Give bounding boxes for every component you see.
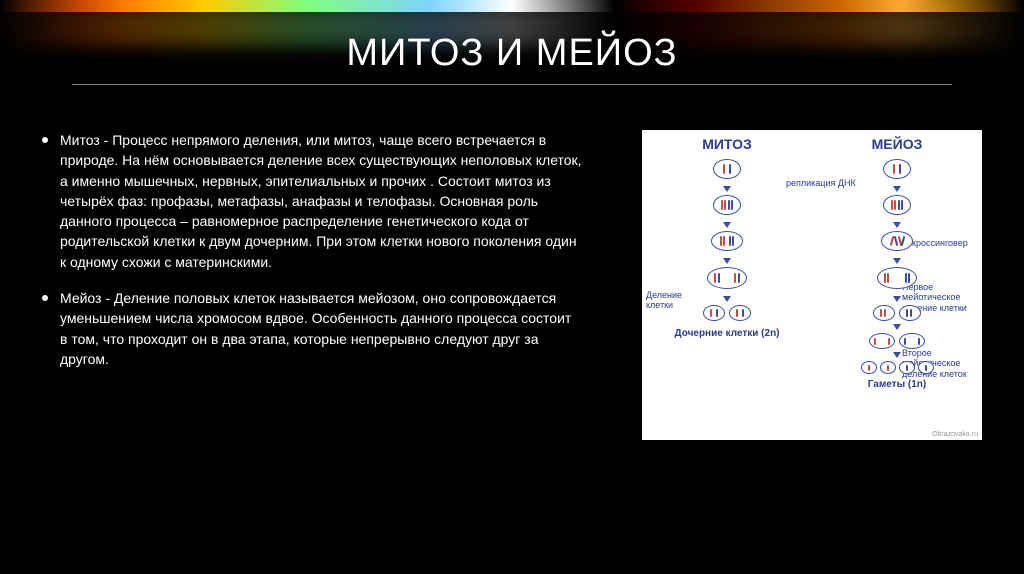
mitosis-anaphase [707,266,747,290]
meiosis-parent-cell [883,158,911,180]
meiosis-crossover [881,230,913,252]
mitosis-parent-cell [713,158,741,180]
arrow-icon [723,186,731,192]
arrow-icon [723,258,731,264]
bullet-dot-icon [42,295,48,301]
arrow-icon [723,296,731,302]
arrow-icon [723,222,731,228]
meiosis-column: МЕЙОЗ репликация ДНК кроссинговер Первое… [812,130,982,440]
mitosis-title: МИТОЗ [702,136,752,152]
title-underline [72,84,952,85]
arrow-icon [893,258,901,264]
crossover-label: кроссинговер [912,238,980,248]
meiosis-anaphase2 [869,332,925,350]
bullet-text: Мейоз - Деление половых клеток называетс… [60,288,582,369]
arrow-icon [893,186,901,192]
meiosis-gametes [861,360,934,375]
arrow-icon [893,324,901,330]
bullet-item: Митоз - Процесс непрямого деления, или м… [42,130,582,272]
mitosis-replication [713,194,741,216]
watermark: Obrazovaka.ru [932,431,978,438]
mitosis-column: МИТОЗ Деление клетки Дочерние клетки (2n… [642,130,812,440]
bullet-text: Митоз - Процесс непрямого деления, или м… [60,130,582,272]
meiosis-title: МЕЙОЗ [872,136,923,152]
meiosis-replication [883,194,911,216]
gametes-1n-label: Гаметы (1n) [868,379,926,390]
mitosis-metaphase [711,230,743,252]
dna-replication-label: репликация ДНК [786,178,856,188]
daughter-2n-label: Дочерние клетки (2n) [674,328,779,339]
mitosis-meiosis-diagram: МИТОЗ Деление клетки Дочерние клетки (2n… [642,130,982,440]
slide-title: МИТОЗ И МЕЙОЗ [0,32,1024,75]
cell-division-label: Деление клетки [646,290,694,311]
arrow-icon [893,352,901,358]
bullet-dot-icon [42,137,48,143]
bullet-item: Мейоз - Деление половых клеток называетс… [42,288,582,369]
mitosis-daughter-cells [703,304,751,322]
meiosis-division1-cells [873,304,921,322]
arrow-icon [893,296,901,302]
arrow-icon [893,222,901,228]
content-area: Митоз - Процесс непрямого деления, или м… [42,130,582,369]
